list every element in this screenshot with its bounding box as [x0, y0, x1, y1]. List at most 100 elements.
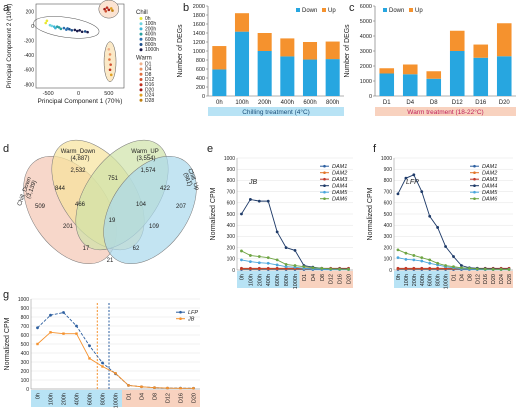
data-point	[396, 266, 400, 270]
y-tick-label: 1400	[193, 31, 205, 37]
data-point	[404, 251, 408, 255]
data-point	[396, 248, 400, 252]
data-point	[507, 268, 511, 271]
legend-label: D8	[145, 72, 152, 78]
pca-point	[55, 25, 59, 28]
x-tick-label: 600h	[275, 274, 281, 286]
x-tick-label: 100h	[235, 100, 248, 106]
data-point	[452, 255, 455, 258]
x-tick-label: D4	[140, 393, 146, 400]
venn-region-count: 21	[107, 258, 114, 264]
data-point	[284, 263, 288, 266]
data-point	[114, 372, 117, 375]
y-tick-label: 0	[26, 387, 29, 393]
bar-up	[280, 38, 295, 57]
x-tick-label: D16	[475, 100, 487, 106]
y-axis-label: Principal Component 2 (10%)	[6, 4, 13, 89]
data-point	[404, 266, 408, 270]
y-tick-label: 300	[227, 234, 236, 240]
y-tick-label: 200	[227, 245, 236, 251]
x-tick-label: -500	[43, 91, 54, 97]
data-point	[452, 265, 455, 269]
x-tick-label: D24	[499, 274, 505, 284]
y-tick-label: 500	[384, 212, 393, 218]
x-tick-label: 200h	[62, 393, 68, 405]
legend-marker	[139, 17, 143, 20]
legend-marker	[323, 197, 326, 200]
data-point	[428, 261, 432, 265]
legend-label: 600h	[145, 37, 156, 43]
x-tick-label: 800h	[101, 393, 107, 405]
legend-label: DAM6	[482, 197, 498, 203]
series-line-lfp	[37, 312, 194, 389]
y-tick-label: 5000	[360, 19, 372, 25]
data-point	[248, 260, 252, 263]
venn-region-count: 104	[136, 202, 147, 208]
panel-letter-d: d	[3, 143, 9, 155]
y-tick-label: 700	[384, 189, 393, 195]
treatment-band	[375, 107, 516, 116]
y-tick-label: 800	[384, 178, 393, 184]
data-point	[460, 266, 463, 270]
panel-letter-g: g	[3, 289, 9, 301]
data-point	[420, 190, 424, 194]
legend-marker	[473, 184, 476, 187]
venn-region-count: 2,532	[70, 168, 86, 174]
legend-label: D28	[145, 98, 154, 104]
venn-region-count: 207	[176, 204, 187, 210]
legend-label-down: Down	[302, 8, 317, 14]
bar-up	[379, 68, 395, 74]
y-tick-label: 200	[21, 369, 30, 375]
data-point	[428, 214, 432, 218]
data-point	[320, 266, 324, 270]
data-point	[275, 230, 279, 234]
y-axis-label: Normalized CPM	[367, 187, 374, 240]
legend-label: D16	[145, 82, 154, 88]
x-tick-label: 600h	[303, 100, 316, 106]
pca-point	[107, 47, 111, 51]
x-tick-label: D12	[452, 100, 464, 106]
data-point	[420, 256, 424, 260]
y-tick-label: 800	[227, 178, 236, 184]
legend-marker-down	[296, 8, 300, 12]
data-point	[140, 385, 143, 388]
warm-band	[449, 271, 513, 288]
y-tick-label: 200	[26, 9, 35, 15]
legend-marker	[139, 78, 143, 81]
data-point	[257, 199, 261, 203]
y-tick-label: 1000	[381, 156, 392, 162]
warm-early-cluster-ellipse	[103, 41, 117, 82]
y-tick-label: 400	[384, 223, 393, 229]
y-tick-label: 0	[389, 268, 392, 274]
legend-marker	[473, 190, 476, 194]
pca-point	[105, 6, 109, 9]
y-tick-label: 700	[21, 324, 30, 330]
legend-label: DAM6	[332, 197, 348, 203]
bar-up	[449, 30, 465, 51]
legend-marker	[139, 22, 143, 26]
x-tick-label: D1	[383, 100, 391, 106]
y-tick-label: 200	[384, 245, 393, 251]
bar-up	[402, 64, 418, 75]
data-point	[266, 261, 270, 265]
pca-point	[80, 30, 84, 34]
y-tick-label: -800	[24, 82, 34, 88]
venn-region-count: 844	[55, 186, 66, 192]
y-tick-label: 4000	[360, 34, 372, 40]
y-tick-label: 1000	[18, 297, 29, 303]
x-tick-label: 0h	[216, 100, 223, 106]
bar-down	[325, 59, 340, 96]
y-axis-label: Normalized CPM	[210, 187, 217, 240]
chart-title: JB	[248, 179, 258, 186]
data-point	[293, 249, 297, 252]
bar-down	[379, 73, 395, 96]
legend-marker	[139, 67, 143, 71]
legend-label: DAM4	[332, 184, 347, 190]
x-tick-label: 200h	[412, 274, 418, 286]
pca-point	[111, 9, 114, 12]
legend-label: DAM3	[482, 177, 498, 183]
venn-region-count: 422	[160, 186, 171, 192]
pca-point	[59, 27, 63, 31]
pca-point	[50, 24, 54, 28]
